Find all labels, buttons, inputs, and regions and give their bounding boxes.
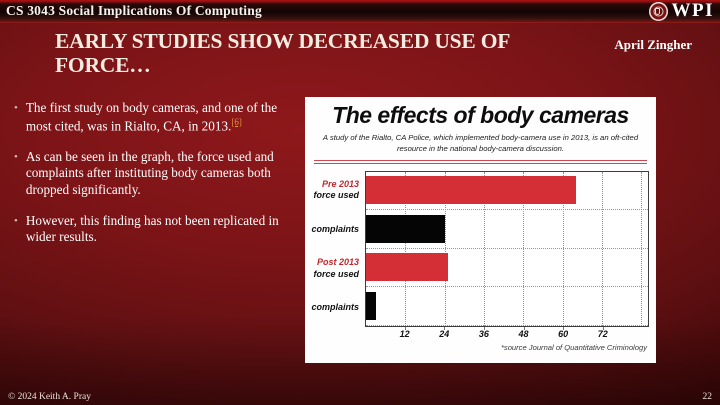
- title-line-1: EARLY STUDIES SHOW DECREASED USE OF: [55, 29, 511, 53]
- chart-source: *source Journal of Quantitative Criminol…: [500, 342, 647, 352]
- gridline: [562, 171, 564, 326]
- category-labels: Pre 2013 force used complaints Post 2013…: [308, 171, 365, 328]
- bullet-item: • However, this finding has not been rep…: [14, 213, 306, 246]
- citation-link[interactable]: [6]: [231, 116, 242, 127]
- gridline: [444, 171, 446, 326]
- category-label: complaints: [311, 302, 359, 313]
- category-label: Post 2013 force used: [313, 257, 359, 279]
- bullet-dot-icon: •: [14, 150, 18, 163]
- gridline: [523, 171, 525, 326]
- header-bar: CS 3043 Social Implications Of Computing…: [0, 0, 720, 23]
- author-name: April Zingher: [614, 37, 692, 52]
- wpi-logo: WPI: [648, 0, 715, 22]
- bullet-dot-icon: •: [14, 102, 18, 114]
- page-number: 22: [702, 392, 713, 402]
- bar: [366, 253, 448, 282]
- title-line-2: FORCE…: [55, 52, 151, 77]
- copyright: © 2024 Keith A. Pray: [8, 392, 91, 402]
- gridline: [602, 171, 604, 326]
- x-tick-label: 36: [478, 326, 489, 339]
- category-label: complaints: [311, 223, 359, 234]
- chart-subtitle: A study of the Rialto, CA Police, which …: [322, 133, 639, 153]
- chart-body: Pre 2013 force used complaints Post 2013…: [308, 170, 649, 340]
- bar: [366, 214, 445, 243]
- x-axis: 12 24 36 48 60 72: [365, 326, 649, 340]
- plot-wrap: 12 24 36 48 60 72: [365, 170, 649, 340]
- category-label: Pre 2013 force used: [313, 178, 359, 201]
- chart-title: The effects of body cameras: [332, 102, 629, 128]
- bar-row: [366, 249, 648, 288]
- course-title: CS 3043 Social Implications Of Computing: [6, 3, 262, 18]
- bullet-dot-icon: •: [14, 214, 18, 227]
- wpi-seal-icon: [648, 1, 668, 21]
- chart-panel: The effects of body cameras A study of t…: [305, 97, 656, 363]
- footer: © 2024 Keith A. Pray 22: [8, 392, 712, 402]
- bar: [366, 176, 576, 205]
- gridline: [641, 171, 643, 326]
- gridline: [405, 171, 407, 326]
- bullet-item: • As can be seen in the graph, the force…: [14, 149, 306, 199]
- x-tick-label: 12: [399, 326, 410, 339]
- bar-row: [366, 210, 648, 249]
- bar-row: [366, 172, 648, 211]
- bullet-text: The first study on body cameras, and one…: [25, 100, 278, 134]
- wpi-logo-text: WPI: [671, 0, 714, 21]
- x-tick-label: 60: [558, 326, 569, 339]
- plot-area: [365, 170, 649, 327]
- chart-divider: [314, 159, 647, 164]
- x-tick-label: 48: [518, 326, 529, 339]
- x-tick-label: 72: [597, 326, 608, 339]
- title-bar: EARLY STUDIES SHOW DECREASED USE OF FORC…: [55, 29, 712, 77]
- bullet-list: • The first study on body cameras, and o…: [14, 100, 306, 260]
- x-tick-label: 24: [439, 326, 450, 339]
- bar: [366, 291, 376, 320]
- gridline: [484, 171, 486, 326]
- bullet-item: • The first study on body cameras, and o…: [14, 100, 306, 135]
- bullet-text: As can be seen in the graph, the force u…: [25, 148, 274, 197]
- bullet-text: However, this finding has not been repli…: [25, 212, 279, 245]
- bar-row: [366, 287, 648, 326]
- page-title: EARLY STUDIES SHOW DECREASED USE OF FORC…: [55, 29, 511, 77]
